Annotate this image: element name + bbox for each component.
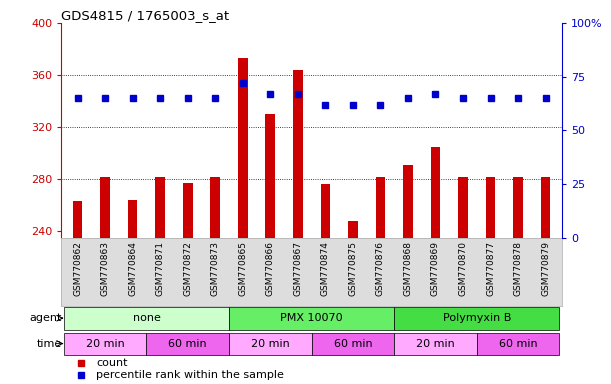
Text: GSM770867: GSM770867 (293, 241, 302, 296)
Text: 60 min: 60 min (169, 339, 207, 349)
Text: GSM770863: GSM770863 (101, 241, 109, 296)
Text: PMX 10070: PMX 10070 (280, 313, 343, 323)
Text: GSM770873: GSM770873 (211, 241, 220, 296)
Text: GSM770872: GSM770872 (183, 241, 192, 296)
Text: time: time (37, 339, 62, 349)
Bar (513, 177, 523, 238)
Text: GSM770869: GSM770869 (431, 241, 440, 296)
Text: 60 min: 60 min (334, 339, 372, 349)
Text: GSM770870: GSM770870 (458, 241, 467, 296)
Bar (293, 70, 302, 238)
Text: none: none (133, 313, 160, 323)
Text: GSM770871: GSM770871 (156, 241, 165, 296)
Text: GSM770878: GSM770878 (514, 241, 522, 296)
Bar (73, 201, 82, 238)
Bar (348, 221, 357, 238)
Text: GDS4815 / 1765003_s_at: GDS4815 / 1765003_s_at (61, 9, 229, 22)
Bar (128, 200, 137, 238)
Text: agent: agent (29, 313, 62, 323)
Bar (486, 177, 496, 238)
Text: 60 min: 60 min (499, 339, 538, 349)
Text: GSM770862: GSM770862 (73, 241, 82, 296)
Text: count: count (96, 358, 128, 367)
Bar (266, 114, 275, 238)
Text: GSM770877: GSM770877 (486, 241, 495, 296)
Bar (229, 307, 394, 330)
Bar (431, 147, 441, 238)
Text: GSM770874: GSM770874 (321, 241, 330, 296)
Bar (321, 184, 330, 238)
Bar (147, 333, 229, 356)
Text: 20 min: 20 min (251, 339, 290, 349)
Bar (229, 333, 312, 356)
Bar (376, 177, 386, 238)
Text: 20 min: 20 min (416, 339, 455, 349)
Text: GSM770868: GSM770868 (403, 241, 412, 296)
Text: GSM770876: GSM770876 (376, 241, 385, 296)
Text: GSM770879: GSM770879 (541, 241, 550, 296)
Text: percentile rank within the sample: percentile rank within the sample (96, 371, 284, 381)
Bar (64, 307, 229, 330)
Bar (477, 333, 559, 356)
Bar (403, 165, 413, 238)
Bar (458, 177, 468, 238)
Bar (541, 177, 551, 238)
Bar (394, 307, 559, 330)
Bar (394, 333, 477, 356)
Bar (100, 177, 110, 238)
Text: Polymyxin B: Polymyxin B (442, 313, 511, 323)
Bar (210, 177, 220, 238)
Bar (155, 177, 165, 238)
Text: GSM770864: GSM770864 (128, 241, 137, 296)
Bar (183, 183, 192, 238)
Bar (64, 333, 147, 356)
Text: 20 min: 20 min (86, 339, 125, 349)
Bar (238, 58, 247, 238)
Text: GSM770865: GSM770865 (238, 241, 247, 296)
Text: GSM770875: GSM770875 (348, 241, 357, 296)
Bar (312, 333, 394, 356)
Text: GSM770866: GSM770866 (266, 241, 275, 296)
